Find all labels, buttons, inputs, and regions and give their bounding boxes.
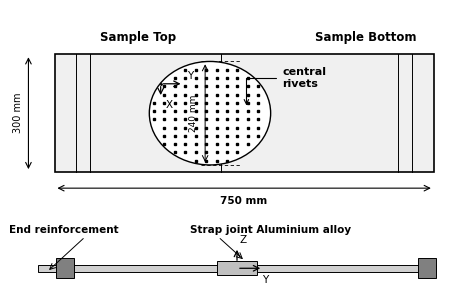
Text: 750 mm: 750 mm <box>220 196 268 206</box>
Text: 300 mm: 300 mm <box>12 93 23 133</box>
Bar <box>56 258 74 278</box>
Bar <box>217 261 257 275</box>
Text: Z: Z <box>239 235 246 245</box>
Text: Y: Y <box>262 275 269 285</box>
Text: End reinforcement: End reinforcement <box>9 225 119 235</box>
Text: 240 mm: 240 mm <box>189 94 198 132</box>
Text: Y: Y <box>187 71 193 81</box>
Text: central
rivets: central rivets <box>244 67 326 104</box>
Text: Strap joint Aluminium alloy: Strap joint Aluminium alloy <box>190 225 351 235</box>
Bar <box>38 265 436 272</box>
Ellipse shape <box>149 61 271 165</box>
Text: Sample Top: Sample Top <box>100 31 176 44</box>
Bar <box>418 258 436 278</box>
Text: Sample Bottom: Sample Bottom <box>315 31 416 44</box>
Text: X: X <box>165 100 173 110</box>
Bar <box>55 54 434 172</box>
